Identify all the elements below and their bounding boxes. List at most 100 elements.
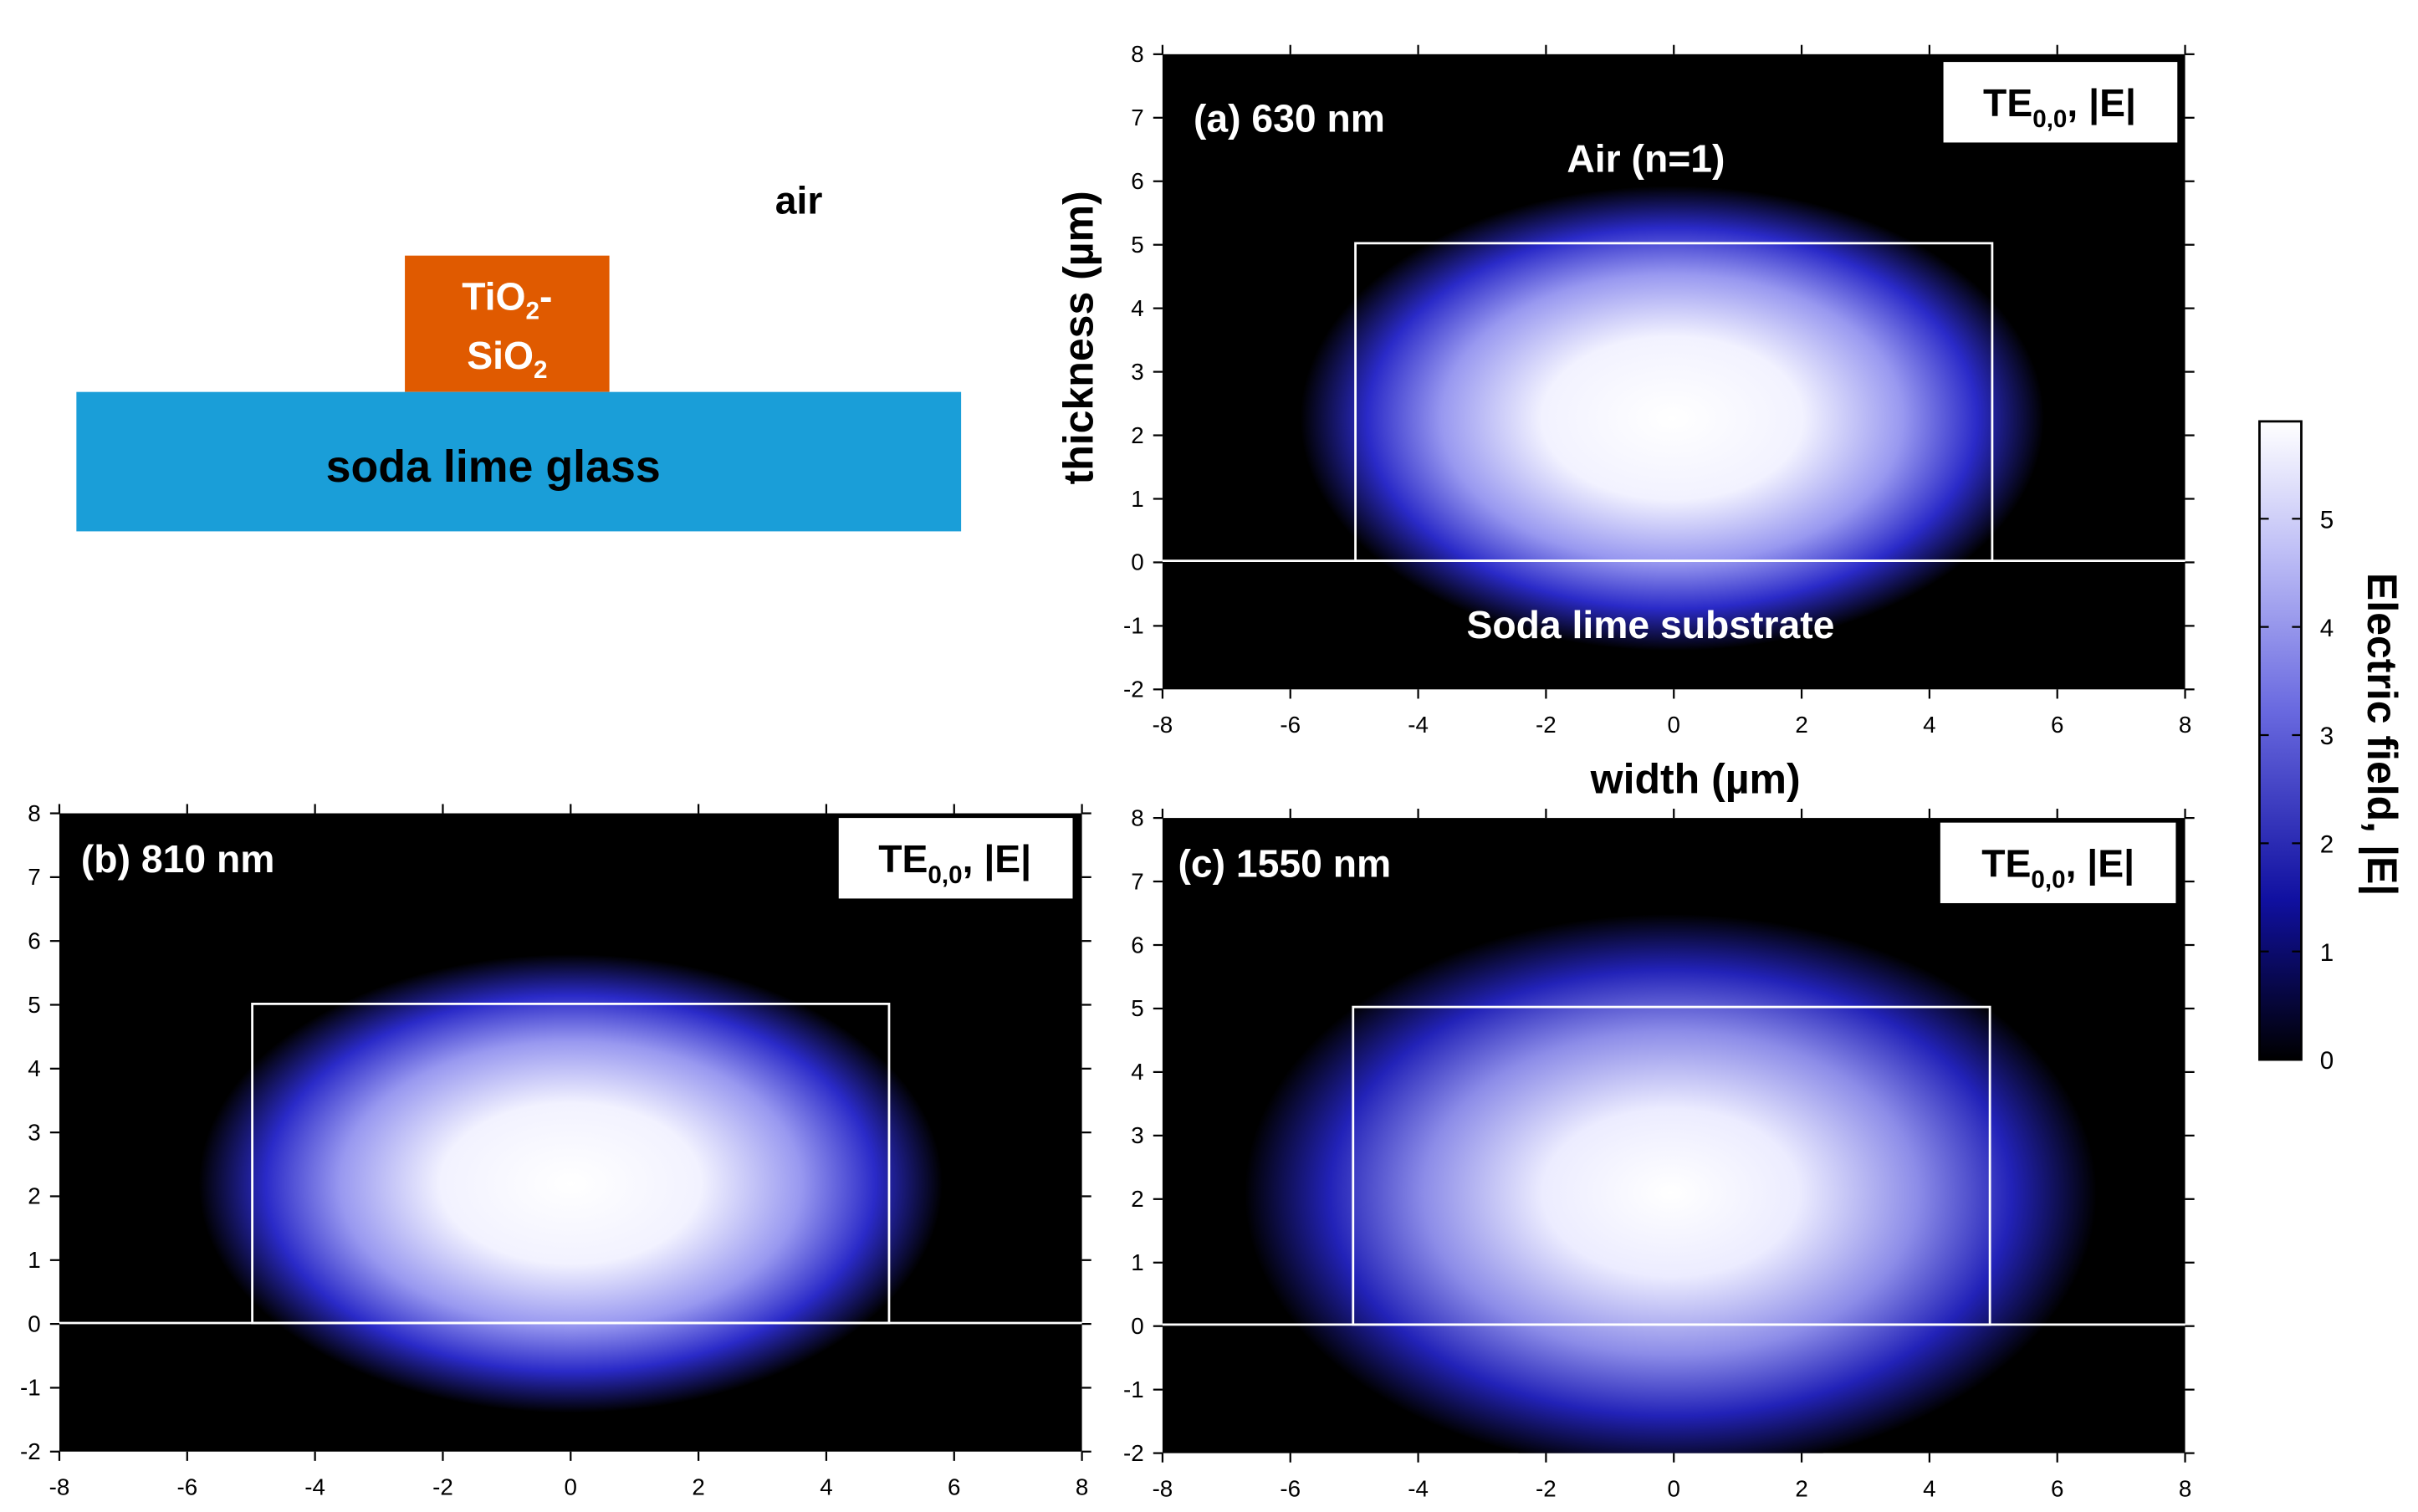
panel-a-xtick-label: 6 [2051,712,2063,738]
panel-a-air-annotation: Air (n=1) [1567,137,1725,181]
air-label: air [775,179,823,222]
panel-a-xtick-label: -2 [1536,712,1557,738]
panel-c-ytick-label: 5 [1131,995,1143,1021]
panel-a-axes: -8 -6 -4 -2 0 2 4 6 8 8 7 6 5 4 3 2 1 0 -1 -2 [1123,41,2195,738]
panel-a-ytick-label: 2 [1131,422,1143,448]
panel-b-xtick-label: 4 [820,1474,832,1500]
x-axis-label: width (µm) [1590,755,1801,802]
panel-b-mode-field [198,954,943,1413]
panel-c-ytick-label: 6 [1131,932,1143,958]
panel-a-xtick-label: 0 [1668,712,1680,738]
waveguide-core [405,255,610,392]
panel-c-mode-field [1245,914,2097,1453]
panel-a-xtick-label: -8 [1153,712,1173,738]
panel-a-label: (a) 630 nm [1194,96,1385,140]
panel-c-xtick-label: 6 [2051,1475,2063,1501]
panel-a-xtick-label: -4 [1408,712,1429,738]
panel-a-substrate-annotation: Soda lime substrate [1466,603,1834,646]
schematic: air TiO2- SiO2 soda lime glass [76,179,962,532]
panel-c-label: (c) 1550 nm [1178,841,1391,885]
panel-c-axes: -8 -6 -4 -2 0 2 4 6 8 8 7 6 5 4 3 2 1 0 -1 -2 [1123,805,2195,1501]
panel-b: (b) 810 nm TE0,0, |E| -8 -6 -4 -2 0 2 4 6 8 8 7 6 5 4… [20,800,1091,1500]
panel-c: (c) 1550 nm TE0,0, |E| -8 -6 -4 -2 0 2 4 6 8 8 7 6 5… [1123,805,2195,1501]
panel-c-ytick-label: -1 [1123,1377,1144,1402]
panel-b-xtick-label: 8 [1076,1474,1088,1500]
colorbar-tick-label: 2 [2320,830,2334,858]
panel-c-xtick-label: 0 [1668,1475,1680,1501]
core-label-line1: TiO2- [462,274,552,324]
panel-b-ytick-label: 4 [28,1055,40,1081]
panel-a-ytick-label: 4 [1131,295,1143,321]
colorbar-tick-label: 5 [2320,506,2334,534]
panel-c-ytick-label: 8 [1131,805,1143,830]
panel-b-mode-box: TE0,0, |E| [838,818,1073,899]
substrate-label: soda lime glass [326,442,661,492]
panel-a-ytick-label: 8 [1131,41,1143,67]
panel-a-ytick-label: -1 [1123,613,1144,639]
panel-a-xtick-label: 2 [1795,712,1807,738]
panel-b-ytick-label: 2 [28,1183,40,1209]
panel-c-ytick-label: 1 [1131,1249,1143,1275]
panel-c-xtick-label: -8 [1153,1475,1173,1501]
panel-b-ytick-label: -1 [20,1375,41,1401]
panel-b-ytick-label: 5 [28,992,40,1018]
panel-a-ytick-label: 7 [1131,105,1143,130]
svg-text:TE0,0, |E|: TE0,0, |E| [1981,841,2134,893]
panel-b-xtick-label: -4 [304,1474,325,1500]
panel-a-mode-box: TE0,0, |E| [1943,62,2178,143]
y-axis-label: thickness (µm) [1056,191,1102,484]
colorbar: 5 4 3 2 1 0 Electric field, |E| [2258,420,2405,1075]
svg-text:TE0,0, |E|: TE0,0, |E| [1983,81,2136,133]
panel-b-ytick-label: -2 [20,1438,41,1464]
panel-c-ytick-label: 3 [1131,1122,1143,1148]
panel-a-ytick-label: 0 [1131,549,1143,575]
panel-a-mode-field [1300,186,2044,651]
panel-a-ytick-label: 3 [1131,359,1143,385]
panel-c-ytick-label: -2 [1123,1440,1144,1466]
panel-b-xtick-label: 0 [565,1474,577,1500]
panel-b-xtick-label: 2 [692,1474,704,1500]
panel-b-xtick-label: 6 [948,1474,960,1500]
panel-a-xtick-label: -6 [1280,712,1301,738]
panel-b-axes: -8 -6 -4 -2 0 2 4 6 8 8 7 6 5 4 3 2 1 0 -1 -2 [20,800,1091,1500]
substrate [76,391,962,532]
colorbar-tick-label: 0 [2320,1047,2334,1075]
panel-c-ytick-label: 2 [1131,1186,1143,1212]
panel-b-ytick-label: 0 [28,1310,40,1336]
panel-c-xtick-label: 8 [2179,1475,2191,1501]
panel-a-ytick-label: 6 [1131,168,1143,194]
panel-b-ytick-label: 3 [28,1119,40,1145]
colorbar-tick-label: 1 [2320,939,2334,967]
panel-c-ytick-label: 7 [1131,868,1143,894]
panel-b-ytick-label: 6 [28,927,40,953]
panel-b-label: (b) 810 nm [81,837,275,881]
panel-c-xtick-label: 2 [1795,1475,1807,1501]
panel-a-ytick-label: 1 [1131,486,1143,512]
panel-c-ytick-label: 0 [1131,1313,1143,1339]
colorbar-gradient [2258,420,2303,1061]
panel-a-ytick-label: 5 [1131,232,1143,258]
panel-b-ytick-label: 8 [28,800,40,826]
panel-c-xtick-label: -2 [1536,1475,1557,1501]
panel-c-mode-box: TE0,0, |E| [1940,822,2176,903]
colorbar-tick-label: 3 [2320,723,2334,750]
panel-a-xtick-label: 8 [2179,712,2191,738]
panel-c-xtick-label: -4 [1408,1475,1429,1501]
colorbar-label: Electric field, |E| [2358,573,2405,896]
panel-b-ytick-label: 1 [28,1247,40,1273]
core-label-line2: SiO2 [467,334,547,384]
colorbar-tick-label: 4 [2320,615,2334,642]
panel-b-xtick-label: -2 [432,1474,453,1500]
panel-b-ytick-label: 7 [28,864,40,890]
panel-a: (a) 630 nm Air (n=1) Soda lime substrate… [1123,41,2195,738]
panel-c-xtick-label: 4 [1923,1475,1935,1501]
panel-a-xtick-label: 4 [1923,712,1935,738]
svg-text:TE0,0, |E|: TE0,0, |E| [878,837,1031,889]
colorbar-ticks: 5 4 3 2 1 0 [2259,506,2334,1075]
panel-b-xtick-label: -6 [176,1474,197,1500]
panel-b-xtick-label: -8 [49,1474,70,1500]
panel-a-ytick-label: -2 [1123,677,1144,702]
panel-c-xtick-label: -6 [1280,1475,1301,1501]
panel-c-ytick-label: 4 [1131,1059,1143,1085]
